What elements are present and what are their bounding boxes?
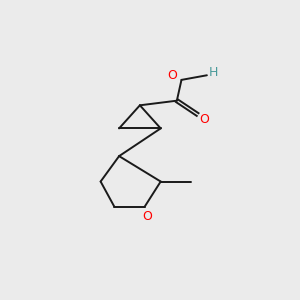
Text: O: O: [167, 69, 177, 82]
Text: O: O: [200, 113, 209, 126]
Text: H: H: [209, 67, 218, 80]
Text: O: O: [142, 210, 152, 223]
